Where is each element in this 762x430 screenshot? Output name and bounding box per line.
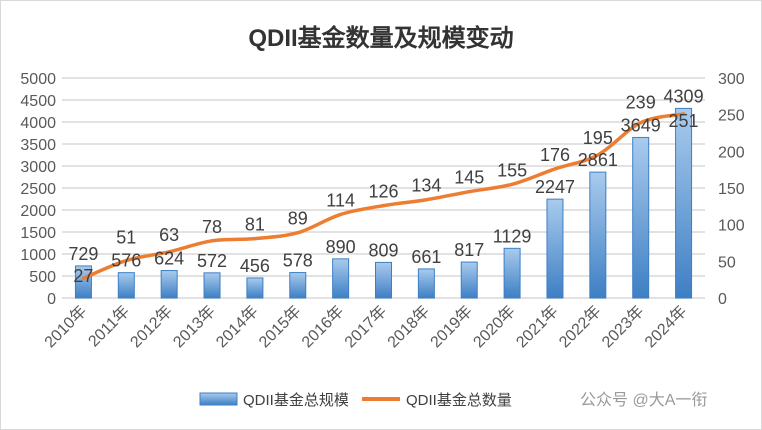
line-point [167, 250, 171, 254]
y-right-tick-label: 300 [718, 71, 745, 88]
bar [503, 247, 521, 299]
x-tick-label: 2010年 [41, 302, 90, 351]
x-tick-label: 2013年 [170, 302, 219, 351]
bar [375, 261, 392, 299]
x-tick-label: 2024年 [641, 302, 690, 351]
bar [246, 277, 264, 299]
y-left-tick-label: 5000 [20, 71, 56, 88]
y-right-tick-label: 250 [718, 108, 745, 125]
bar [117, 272, 135, 299]
watermark: 公众号 @大A一衔 [580, 391, 707, 409]
line-point [253, 237, 257, 241]
line-data-label: 145 [454, 168, 484, 188]
bar-data-label: 890 [326, 237, 356, 257]
bar [203, 272, 221, 299]
line-data-label: 176 [540, 145, 570, 165]
bar [332, 258, 350, 299]
line-point [210, 239, 214, 243]
line-data-label: 134 [411, 176, 441, 196]
line-point [553, 167, 557, 171]
bar-data-label: 578 [283, 251, 313, 271]
x-tick-label: 2021年 [513, 302, 562, 351]
line-data-label: 63 [159, 225, 179, 245]
x-tick-label: 2022年 [555, 302, 604, 351]
bar-data-label: 576 [111, 251, 141, 271]
y-left-tick-label: 2500 [20, 181, 56, 198]
x-tick-label: 2011年 [85, 302, 133, 350]
line-data-label: 251 [669, 111, 699, 131]
bar [546, 198, 564, 299]
bar-data-label: 3649 [621, 115, 661, 135]
bar-data-label: 4309 [664, 86, 704, 106]
y-left-tick-label: 3000 [20, 159, 56, 176]
line-point [682, 112, 686, 116]
bar [675, 107, 693, 299]
x-tick-label: 2018年 [384, 302, 433, 351]
x-tick-label: 2012年 [127, 302, 176, 351]
y-left-tick-label: 2000 [20, 203, 56, 220]
line-point [81, 276, 85, 280]
line-point [467, 190, 471, 194]
bar [160, 270, 178, 299]
y-left-tick-label: 4500 [20, 93, 56, 110]
line-point [424, 198, 428, 202]
line-point [596, 153, 600, 157]
chart-title: QDII基金数量及规模变动 [248, 24, 513, 52]
bar [74, 265, 92, 299]
y-left-tick-label: 0 [47, 291, 56, 308]
legend-bar-label: QDII基金总规模 [243, 392, 349, 409]
line-point [382, 204, 385, 208]
line-data-label: 195 [583, 128, 613, 148]
line-data-label: 89 [288, 209, 308, 229]
line-data-label: 78 [202, 217, 222, 237]
y-right-tick-label: 50 [718, 254, 736, 271]
x-tick-label: 2019年 [427, 302, 476, 351]
line-point [510, 182, 514, 186]
y-right-tick-label: 0 [718, 291, 727, 308]
x-tick-label: 2015年 [255, 302, 304, 351]
line-data-label: 114 [326, 190, 355, 210]
y-left-tick-label: 4000 [20, 115, 56, 132]
y-right-tick-label: 150 [718, 181, 745, 198]
bar-data-label: 456 [240, 256, 270, 276]
bar-data-label: 729 [68, 244, 98, 264]
y-right-tick-label: 100 [718, 218, 745, 235]
line-data-label: 155 [497, 160, 527, 180]
bar [417, 268, 435, 299]
y-right-tick-label: 200 [718, 144, 745, 161]
line-point [339, 212, 343, 216]
line-point [124, 259, 128, 263]
y-left-tick-label: 3500 [20, 137, 56, 154]
line-point [296, 231, 300, 235]
legend-line-label: QDII基金总数量 [406, 392, 512, 409]
x-tick-label: 2016年 [298, 302, 347, 351]
bar [589, 171, 607, 299]
bar-data-label: 817 [454, 240, 484, 260]
x-tick-label: 2023年 [598, 302, 647, 351]
legend-bar-swatch [199, 392, 238, 406]
bar-data-label: 624 [154, 249, 184, 269]
bar-data-label: 809 [368, 240, 398, 260]
bar [460, 261, 478, 299]
y-left-tick-label: 1000 [20, 247, 56, 264]
bar-data-label: 572 [197, 251, 227, 271]
bar-data-label: 1129 [493, 226, 532, 246]
x-tick-label: 2014年 [213, 302, 262, 351]
bar [632, 136, 650, 299]
y-left-tick-label: 1500 [20, 225, 56, 242]
bar-data-label: 2861 [578, 150, 618, 170]
line-point [639, 121, 643, 125]
line-data-label: 27 [73, 266, 93, 286]
line-data-label: 126 [368, 182, 398, 202]
y-left-tick-label: 500 [29, 269, 56, 286]
line-data-label: 51 [116, 228, 136, 248]
x-tick-label: 2020年 [470, 302, 519, 351]
line-data-label: 81 [245, 215, 265, 235]
x-tick-label: 2017年 [341, 302, 390, 351]
line-data-label: 239 [626, 93, 656, 113]
bar-data-label: 661 [411, 247, 441, 267]
bar-data-label: 2247 [535, 177, 575, 197]
bar [289, 272, 307, 299]
